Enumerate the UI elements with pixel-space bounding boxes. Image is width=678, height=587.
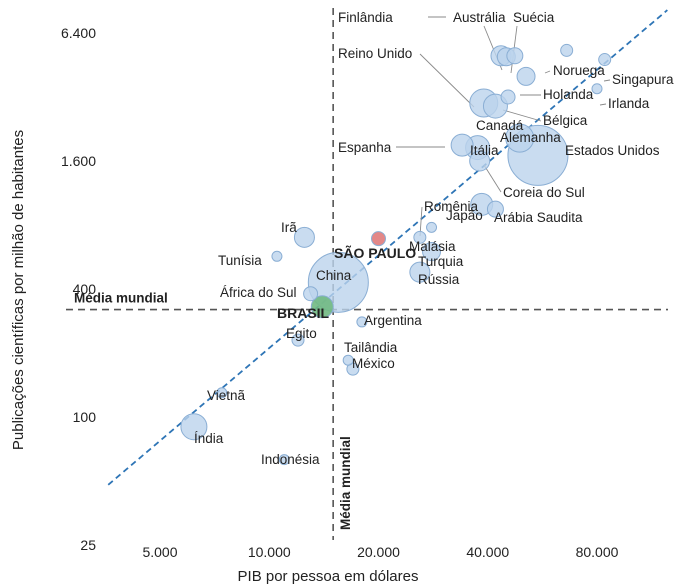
label-reino-unido: Reino Unido — [338, 46, 412, 61]
label-china: China — [316, 268, 352, 283]
bubble-indonesia — [278, 454, 290, 466]
label-alemanha: Alemanha — [500, 130, 561, 145]
label-arabia-saudita: Arábia Saudita — [494, 210, 583, 225]
label-romenia: Romênia — [424, 199, 479, 214]
label-mexico: México — [352, 356, 395, 371]
label-australia: Austrália — [453, 10, 506, 25]
bubble-alemanha — [505, 123, 535, 153]
label-irlanda: Irlanda — [608, 96, 650, 111]
bubble-egito — [291, 333, 305, 347]
bubble-coreia-do-sul — [469, 150, 491, 172]
bubble-holanda — [516, 66, 536, 86]
trend-line — [107, 9, 668, 486]
x-tick-label: 80.000 — [576, 544, 619, 560]
label-tailandia: Tailândia — [344, 340, 398, 355]
y-tick-label: 400 — [73, 281, 97, 297]
bubble-belgica — [500, 89, 516, 105]
world-average-horizontal-label: Média mundial — [74, 291, 168, 306]
label-singapura: Singapura — [612, 72, 674, 87]
bubble-turquia — [422, 242, 442, 262]
bubble-tailandia — [342, 354, 354, 366]
label-sao-paulo: SÃO PAULO — [334, 244, 416, 261]
label-coreia-do-sul: Coreia do Sul — [503, 185, 585, 200]
bubble-africa-do-sul — [303, 286, 319, 302]
bubble-noruega — [560, 43, 574, 57]
label-brasil: BRASIL — [277, 305, 330, 321]
label-egito: Egito — [286, 326, 317, 341]
y-tick-label: 6.400 — [61, 25, 96, 41]
label-estados-unidos: Estados Unidos — [565, 143, 660, 158]
label-noruega: Noruega — [553, 63, 605, 78]
x-axis-title: PIB por pessoa em dólares — [238, 568, 419, 585]
world-average-vertical-label: Média mundial — [338, 436, 353, 530]
label-finlandia: Finlândia — [338, 10, 393, 25]
y-tick-label: 100 — [73, 409, 97, 425]
bubble-sao-paulo — [371, 231, 386, 247]
bubble-arabia-saudita — [486, 200, 504, 218]
bubble-vietna — [216, 387, 228, 399]
bubble-ira — [293, 226, 315, 248]
label-indonesia: Indonésia — [261, 452, 320, 467]
leader-belgica — [502, 109, 542, 122]
label-russia: Rússia — [418, 272, 460, 287]
x-tick-label: 40.000 — [466, 544, 509, 560]
label-belgica: Bélgica — [543, 113, 588, 128]
label-malasia: Malásia — [409, 239, 456, 254]
label-holanda: Holanda — [543, 87, 594, 102]
x-tick-label: 5.000 — [142, 544, 177, 560]
x-tick-label: 20.000 — [357, 544, 400, 560]
y-tick-label: 1.600 — [61, 153, 96, 169]
bubble-brasil — [310, 295, 334, 319]
label-suecia: Suécia — [513, 10, 555, 25]
leader-irlanda — [599, 103, 607, 106]
label-india: Índia — [194, 431, 224, 446]
label-espanha: Espanha — [338, 140, 392, 155]
label-canada: Canadá — [476, 118, 524, 133]
bubble-espanha — [450, 133, 474, 157]
x-tick-label: 10.000 — [248, 544, 291, 560]
y-axis-title: Publicações científicas por milhão de ha… — [10, 130, 27, 450]
leader-coreia-do-sul — [483, 164, 502, 193]
bubble-india — [180, 413, 208, 441]
label-turquia: Turquia — [418, 254, 464, 269]
label-africa-do-sul: África do Sul — [220, 285, 297, 300]
leader-singapura — [603, 79, 611, 82]
bubble-romenia — [426, 221, 438, 233]
bubble-argentina — [356, 316, 368, 328]
y-tick-label: 25 — [80, 537, 96, 553]
label-tunisia: Tunísia — [218, 253, 262, 268]
bubble-singapura — [598, 53, 612, 67]
label-argentina: Argentina — [364, 313, 422, 328]
label-vietna: Vietnã — [207, 388, 246, 403]
bubble-irlanda — [591, 83, 603, 95]
bubble-malasia — [413, 230, 427, 244]
label-italia: Itália — [470, 143, 499, 158]
bubble-russia — [409, 261, 431, 283]
leader-reino-unido — [419, 53, 475, 108]
bubble-tunisia — [271, 250, 283, 262]
bubble-mexico — [346, 362, 360, 376]
bubble-suecia — [506, 47, 524, 65]
label-ira: Irã — [281, 220, 297, 235]
label-japao: Japão — [446, 208, 483, 223]
leader-noruega — [544, 70, 551, 74]
